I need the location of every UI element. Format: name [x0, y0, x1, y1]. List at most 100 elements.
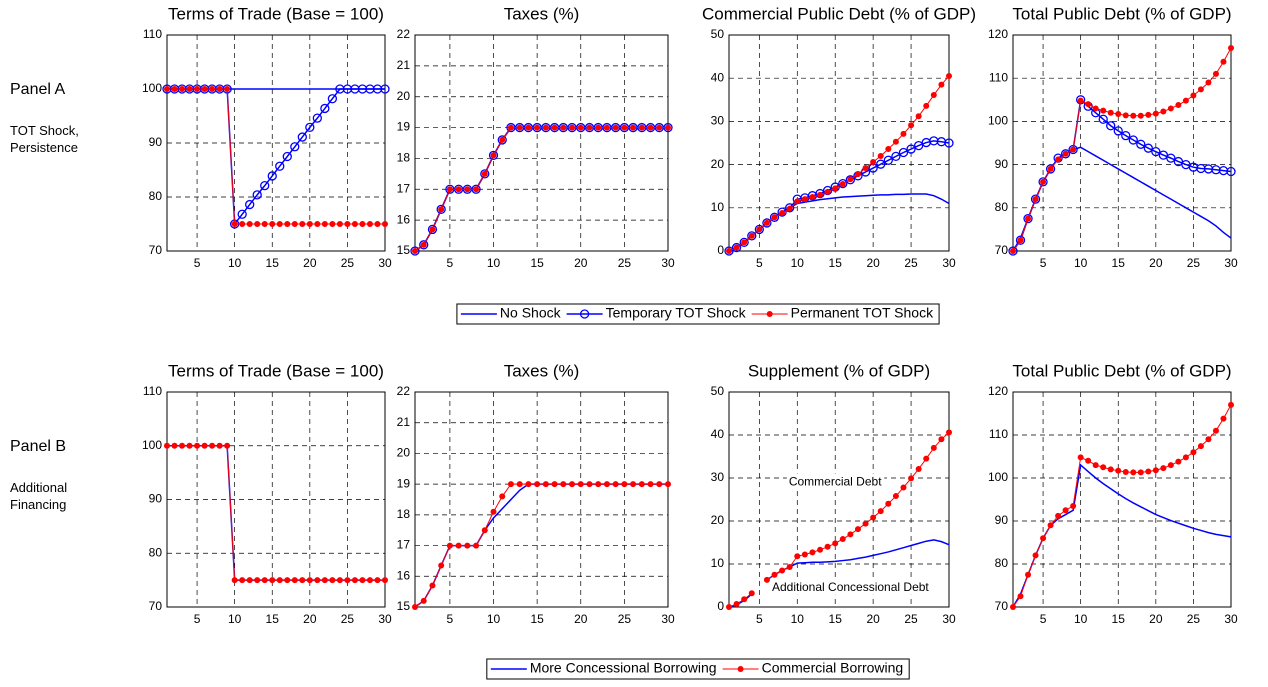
series-marker — [1047, 522, 1054, 529]
series-marker — [1182, 454, 1189, 461]
series-marker — [612, 481, 619, 488]
series-marker — [870, 159, 877, 166]
chart-title: Terms of Trade (Base = 100) — [168, 4, 384, 23]
series-marker — [876, 159, 886, 169]
y-tick-label: 10 — [711, 200, 725, 214]
series-marker — [320, 103, 330, 114]
series-marker — [832, 185, 839, 192]
series-marker — [785, 203, 795, 213]
y-tick-label: 30 — [711, 470, 725, 484]
series-marker — [1055, 512, 1062, 519]
series-marker — [748, 232, 755, 239]
series-marker — [490, 508, 497, 515]
series-marker — [245, 199, 255, 210]
y-tick-label: 15 — [397, 243, 411, 257]
x-tick-label: 10 — [228, 612, 242, 626]
series-marker — [314, 221, 321, 227]
y-tick-label: 110 — [143, 384, 162, 398]
x-tick-label: 10 — [791, 612, 805, 626]
series-marker — [306, 221, 313, 227]
series-marker — [1130, 112, 1137, 119]
x-tick-label: 15 — [1112, 612, 1126, 626]
series-marker — [507, 481, 514, 488]
panel-note: TOT Shock, Persistence — [10, 123, 79, 155]
series-marker — [1121, 131, 1131, 141]
series-marker — [877, 152, 884, 159]
x-tick-label: 30 — [942, 256, 956, 270]
y-tick-label: 120 — [988, 27, 1008, 41]
x-tick-label: 20 — [574, 256, 588, 270]
series-marker — [779, 567, 786, 574]
series-marker — [246, 221, 253, 227]
series-marker — [1055, 156, 1062, 163]
series-marker — [1107, 466, 1114, 473]
series-marker — [586, 481, 593, 488]
y-tick-label: 22 — [397, 27, 411, 41]
series-marker — [1023, 213, 1033, 224]
legend: No Shock Temporary TOT Shock Permanent TOT… — [456, 303, 940, 325]
series-marker — [1175, 458, 1182, 465]
series-marker — [344, 221, 351, 227]
series-marker — [930, 444, 937, 451]
series-marker — [638, 481, 645, 488]
series-marker — [186, 86, 193, 92]
series-marker — [254, 221, 261, 227]
series-marker — [239, 577, 246, 584]
plot-frame — [414, 34, 669, 252]
series-marker — [267, 171, 277, 181]
series-marker — [595, 124, 602, 131]
series-marker — [488, 150, 499, 160]
series-marker — [438, 562, 445, 569]
x-tick-label: 15 — [829, 256, 843, 270]
series-marker — [359, 221, 366, 227]
x-tick-label: 25 — [904, 612, 918, 626]
series-marker — [516, 481, 523, 488]
y-tick-label: 100 — [988, 470, 1008, 484]
series-marker — [464, 186, 471, 193]
series-marker — [171, 442, 178, 449]
series-marker — [1122, 112, 1129, 119]
series-marker — [1166, 153, 1176, 163]
series-marker — [1098, 114, 1108, 124]
series-marker — [329, 221, 336, 227]
y-tick-label: 70 — [149, 243, 163, 257]
series-marker — [499, 493, 506, 500]
x-tick-label: 20 — [866, 256, 880, 270]
series-marker — [1197, 443, 1204, 450]
series-marker — [306, 577, 313, 584]
series-marker — [344, 577, 351, 584]
series-marker — [1151, 146, 1161, 157]
series-marker — [612, 124, 619, 131]
y-tick-label: 100 — [142, 438, 162, 452]
series-marker — [1068, 144, 1078, 155]
x-tick-label: 20 — [574, 612, 588, 626]
annotation: Additional Concessional Debt — [772, 580, 929, 594]
series-marker — [946, 429, 952, 436]
series-marker — [1226, 166, 1236, 177]
series-marker — [741, 596, 748, 603]
series-marker — [771, 214, 778, 221]
series-marker — [1008, 246, 1018, 256]
legend-box — [486, 658, 910, 680]
series-marker — [374, 221, 381, 227]
series-marker — [665, 124, 671, 131]
series-marker — [194, 442, 201, 449]
series-marker — [756, 226, 763, 233]
chart-title: Taxes (%) — [504, 4, 580, 23]
series-marker — [499, 136, 506, 143]
y-tick-label: 110 — [989, 427, 1008, 441]
series-marker — [786, 205, 793, 212]
series-marker — [779, 209, 786, 216]
series-marker — [898, 147, 909, 158]
plot-frame — [166, 34, 386, 252]
series-marker — [914, 140, 924, 151]
series-marker — [412, 604, 418, 610]
y-tick-label: 10 — [711, 556, 725, 570]
series-marker — [481, 527, 488, 534]
series-marker — [1038, 177, 1048, 187]
series-marker — [179, 442, 186, 449]
series-marker — [420, 597, 427, 604]
series-marker — [647, 124, 654, 131]
series-marker — [380, 84, 390, 94]
series-marker — [847, 176, 854, 183]
